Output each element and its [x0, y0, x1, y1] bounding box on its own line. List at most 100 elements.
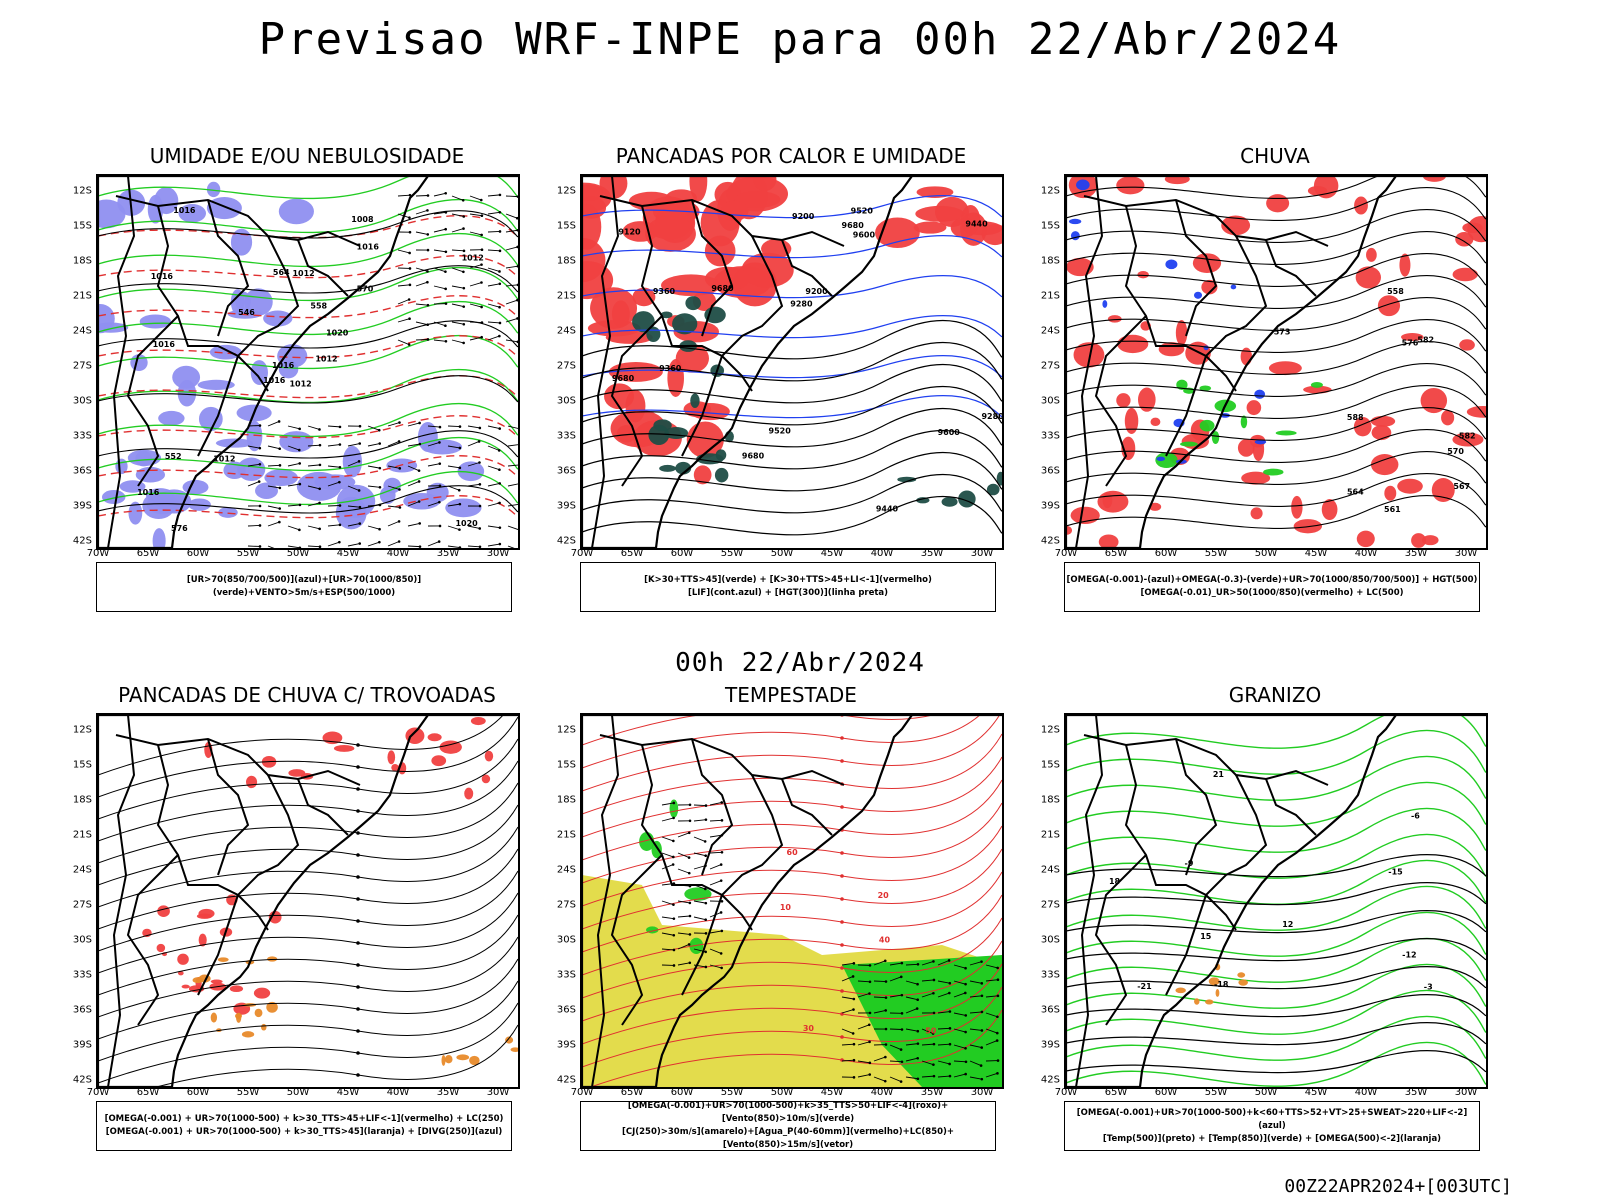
wind-vector	[415, 195, 429, 197]
wind-vector	[709, 864, 722, 870]
contour-label: 50	[925, 1027, 937, 1036]
streamline	[98, 738, 518, 820]
wind-vector-head	[996, 1015, 999, 1019]
longitude-label: 70W	[86, 548, 110, 559]
contour-label: 1016	[137, 488, 160, 497]
wind-vector	[287, 545, 300, 548]
streamline-arrow	[840, 989, 844, 993]
rain-area	[1411, 533, 1427, 548]
streamline-arrow	[356, 897, 360, 901]
wind-vector-head	[980, 1046, 984, 1049]
wind-vector	[469, 231, 482, 236]
hgt300-contours	[582, 430, 1002, 470]
omega500-area	[1194, 998, 1200, 1005]
rain-area	[1459, 339, 1475, 351]
omega-area	[1254, 439, 1267, 445]
pressure-contours	[98, 210, 518, 514]
longitude-label: 45W	[1304, 548, 1328, 559]
wind-vector-head	[883, 959, 887, 963]
rain-area	[1452, 432, 1484, 447]
streamline	[98, 936, 518, 1018]
wind-vector	[447, 425, 461, 428]
longitude-label: 45W	[336, 1087, 360, 1098]
streamline-arrow	[356, 787, 360, 791]
thunderstorm-area	[177, 971, 184, 976]
contour-label: 561	[1384, 505, 1401, 514]
map-tempestade: 60 50 40 30 20 10	[580, 713, 1004, 1089]
wind-vector	[247, 525, 261, 527]
thickness-contours	[98, 375, 518, 399]
panel-caption: [OMEGA(-0.001)+UR>70(1000-500)+k<60+TTS>…	[1064, 1101, 1480, 1151]
humidity-mid-area	[197, 379, 235, 391]
latitude-label: 39S	[556, 500, 576, 512]
wind-vector	[397, 249, 410, 254]
wind-vector-head	[407, 343, 411, 346]
contour-label: 9120	[618, 227, 641, 236]
latitude-label: 42S	[72, 535, 92, 547]
humidity-mid-area	[98, 304, 115, 334]
wind-vector	[347, 460, 360, 467]
wind-vector-head	[868, 992, 871, 995]
heat-showers-area	[734, 191, 781, 208]
latitude-label: 15S	[1040, 759, 1060, 771]
wind-vector-head	[883, 1079, 887, 1083]
map-svg: 9680968096809600952094409360928092009120…	[582, 176, 1002, 548]
wind-vector	[433, 249, 446, 253]
temp850-contours	[1066, 859, 1486, 905]
latitude-label: 21S	[556, 290, 576, 302]
wind-vector-head	[672, 801, 676, 805]
temp500-contours	[1066, 1050, 1486, 1074]
wind-vector-head	[704, 950, 707, 954]
wind-vector-head	[916, 1029, 920, 1033]
wind-vector-head	[298, 427, 301, 431]
wind-vector	[407, 422, 420, 427]
wind-vector	[367, 485, 380, 488]
strong-omega-area	[1275, 430, 1297, 436]
wind-vector-head	[900, 1060, 904, 1064]
latitude-label: 18S	[556, 255, 576, 267]
contour-label: 30	[803, 1024, 815, 1033]
latitude-label: 42S	[1040, 1074, 1060, 1086]
streamline-arrow	[356, 1051, 360, 1055]
state-border	[1165, 355, 1207, 457]
wind-vector	[487, 194, 500, 197]
wind-vector-head	[278, 486, 282, 490]
pressure-contours	[98, 265, 518, 294]
wind-vector	[307, 444, 321, 447]
thunderstorm-area	[288, 769, 306, 777]
wind-vector	[347, 523, 360, 527]
wind-vector	[985, 1040, 998, 1046]
humidity-mid-area	[264, 469, 298, 487]
wind-vector-head	[438, 462, 442, 465]
temp850-contours	[1066, 715, 1486, 749]
longitude-label: 30W	[970, 1087, 994, 1098]
state-border	[237, 235, 300, 357]
rain-area	[1455, 232, 1474, 247]
wind-vector	[487, 231, 501, 233]
wind-vector	[307, 464, 320, 467]
wind850-area	[684, 887, 712, 901]
wind-vector-head	[357, 460, 361, 463]
wind-vector	[407, 443, 420, 447]
streamline	[98, 760, 518, 842]
wind-vector	[677, 915, 690, 918]
humidity-low-contours	[98, 369, 518, 404]
temp500-contours	[1066, 966, 1486, 990]
omega-area	[1156, 456, 1166, 462]
longitude-labels: 70W 65W 60W 55W 50W 45W 40W 35W 30W	[1055, 548, 1488, 562]
wind-vector-head	[948, 1074, 952, 1078]
state-border	[115, 734, 361, 786]
wind-vector-head	[258, 446, 262, 450]
wind-vector-head	[426, 338, 430, 341]
latitude-labels: 12S 15S 18S 21S 24S 27S 30S 33S 36S 39S 42S	[62, 713, 92, 1086]
wind-vector-head	[964, 966, 967, 970]
wind-vector	[433, 321, 446, 327]
hgt300-contours	[582, 452, 1002, 492]
streamline-arrow	[356, 809, 360, 813]
contour-label: 573	[1274, 328, 1291, 337]
wind-vector	[347, 543, 360, 547]
wind-vector-head	[980, 1029, 984, 1032]
wind-vector	[467, 545, 481, 548]
latitude-label: 18S	[72, 255, 92, 267]
state-border	[610, 315, 663, 487]
